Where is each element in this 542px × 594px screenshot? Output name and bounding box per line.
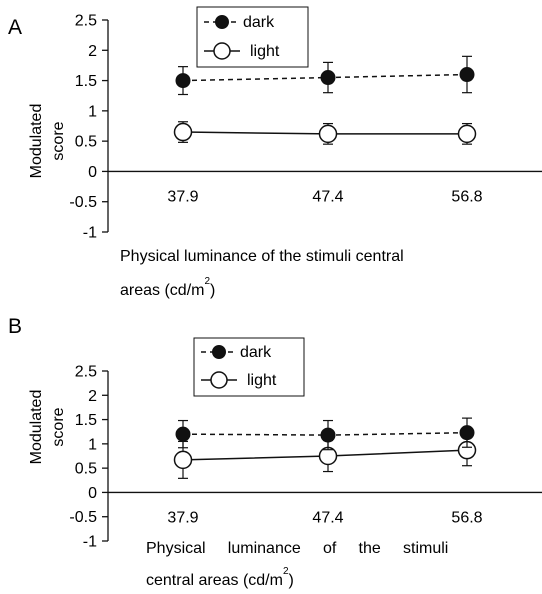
y-tick-labels: 2.5 2 1.5 1 0.5 0 -0.5 -1 <box>69 364 108 551</box>
panel-letter: A <box>8 16 22 39</box>
panel-b: B Modulated score 2.5 2 1.5 1 0.5 0 -0.5 -1 37.… <box>8 315 542 589</box>
data-point <box>175 426 191 442</box>
data-point <box>459 425 475 441</box>
y-tick-label: -1 <box>83 225 97 242</box>
y-tick-label: 1 <box>88 103 97 120</box>
x-axis-label: Physical luminance of the stimuli centra… <box>146 540 448 589</box>
legend-dark-marker <box>215 15 229 29</box>
y-tick-label: 2.5 <box>75 364 97 381</box>
x-axis-label: Physical luminance of the stimuli centra… <box>120 248 404 299</box>
y-tick-label: 2 <box>88 43 97 60</box>
x-tick-label: 47.4 <box>312 188 343 205</box>
data-point <box>459 67 475 83</box>
legend-box <box>196 6 309 68</box>
y-tick-label: -0.5 <box>69 194 97 211</box>
y-tick-label: 1.5 <box>75 73 97 90</box>
x-tick-label: 47.4 <box>312 509 343 526</box>
series-light <box>173 434 477 479</box>
legend-dark-label: dark <box>240 344 272 361</box>
y-axis-label-line-2: score <box>50 407 67 446</box>
x-axis-label-line-1: Physical luminance of the stimuli <box>146 540 448 557</box>
y-tick-label: 0.5 <box>75 134 97 151</box>
legend: dark light <box>193 337 305 397</box>
series-light <box>173 121 477 145</box>
y-axis-label-line-1: Modulated <box>28 104 45 179</box>
legend-dark-label: dark <box>243 14 275 31</box>
y-tick-label: 0 <box>88 164 97 181</box>
legend-light-label: light <box>247 372 277 389</box>
y-tick-label: 0.5 <box>75 461 97 478</box>
legend: dark light <box>196 6 309 68</box>
x-tick-label: 37.9 <box>167 509 198 526</box>
series-layer <box>173 417 477 479</box>
axes <box>107 371 542 541</box>
data-point <box>173 122 193 142</box>
y-tick-label: 2 <box>88 388 97 405</box>
x-axis-label-line-2: central areas (cd/m2) <box>146 566 294 589</box>
legend-light-marker <box>210 371 228 389</box>
x-axis-label-line-1: Physical luminance of the stimuli centra… <box>120 248 404 265</box>
y-tick-label: -0.5 <box>69 509 97 526</box>
legend-light-label: light <box>250 43 280 60</box>
x-tick-label: 56.8 <box>451 188 482 205</box>
data-point <box>173 450 193 470</box>
data-point <box>175 73 191 89</box>
x-tick-labels: 37.9 47.4 56.8 <box>167 509 482 526</box>
y-tick-label: 0 <box>88 485 97 502</box>
legend-dark-marker <box>212 345 226 359</box>
x-axis-label-line-2: areas (cd/m2) <box>120 276 215 299</box>
y-tick-label: 1.5 <box>75 412 97 429</box>
data-point <box>318 124 338 144</box>
data-point <box>457 124 477 144</box>
panel-letter: B <box>8 315 22 338</box>
axes <box>107 20 542 232</box>
legend-light-marker <box>213 42 231 60</box>
y-axis-label-line-2: score <box>50 121 67 160</box>
y-axis-label: Modulated score <box>28 390 67 465</box>
data-point <box>320 70 336 86</box>
y-tick-label: 2.5 <box>75 13 97 30</box>
panel-a: A Modulated score 2.5 2 1.5 1 0.5 0 -0.5 -1 37.… <box>8 6 542 299</box>
x-tick-label: 37.9 <box>167 188 198 205</box>
y-tick-labels: 2.5 2 1.5 1 0.5 0 -0.5 -1 <box>69 13 108 242</box>
y-axis-label: Modulated score <box>28 104 67 179</box>
y-tick-label: -1 <box>83 534 97 551</box>
y-tick-label: 1 <box>88 436 97 453</box>
x-tick-labels: 37.9 47.4 56.8 <box>167 188 482 205</box>
series-dark <box>175 55 475 96</box>
x-tick-label: 56.8 <box>451 509 482 526</box>
series-layer <box>173 55 477 145</box>
y-axis-label-line-1: Modulated <box>28 390 45 465</box>
data-point <box>320 427 336 443</box>
series-dark <box>175 417 475 451</box>
legend-box <box>193 337 305 397</box>
